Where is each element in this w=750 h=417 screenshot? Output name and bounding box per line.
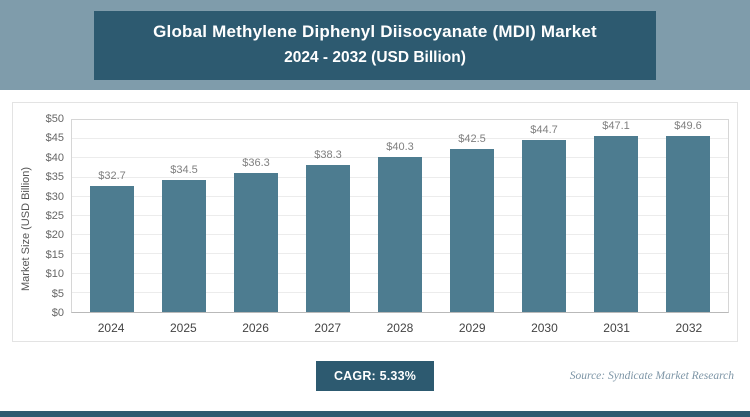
x-tick-label: 2031 <box>603 321 630 335</box>
bar-value-label: $32.7 <box>98 170 126 183</box>
bar-group: $36.3 <box>220 120 292 312</box>
bar-group: $40.3 <box>364 120 436 312</box>
y-axis-ticks: $0 $5 $10 $15 $20 $25 $30 $35 $40 $45 $50 <box>35 113 71 319</box>
bar-series: $32.7 $34.5 $36.3 $38.3 $40.3 $42.5 $44.7 $47.1… <box>72 120 728 312</box>
x-tick-label: 2032 <box>675 321 703 335</box>
chart-card: Market Size (USD Billion) $0 $5 $10 $15 $20 $… <box>12 102 738 342</box>
x-axis-ticks: 2024 2025 2026 2027 2028 2029 2030 2031 2032 <box>71 313 729 339</box>
bar-value-label: $40.3 <box>386 141 414 154</box>
y-tick-label: $25 <box>45 210 64 222</box>
cagr-badge: CAGR: 5.33% <box>315 360 435 391</box>
bar-group: $32.7 <box>76 120 148 312</box>
bar-value-label: $42.5 <box>458 132 486 145</box>
chart-title-line-2: 2024 - 2032 (USD Billion) <box>284 48 466 66</box>
y-tick-label: $45 <box>45 132 64 145</box>
y-tick-label: $0 <box>51 307 64 319</box>
bar <box>522 140 566 312</box>
x-tick-label: 2028 <box>386 321 414 335</box>
y-tick-label: $10 <box>45 268 64 281</box>
bar-group: $42.5 <box>436 120 508 312</box>
bar-value-label: $44.7 <box>530 124 558 137</box>
y-tick-label: $30 <box>45 190 64 203</box>
y-tick-label: $5 <box>51 287 64 300</box>
source-text: Source: Syndicate Market Research <box>569 369 734 382</box>
header-band: Global Methylene Diphenyl Diisocyanate (… <box>0 0 750 90</box>
y-tick-label: $50 <box>45 113 64 125</box>
x-tick-label: 2025 <box>169 321 197 335</box>
bar-value-label: $38.3 <box>314 148 342 161</box>
bar <box>594 136 638 312</box>
bar-group: $34.5 <box>148 120 220 312</box>
chart-title-box: Global Methylene Diphenyl Diisocyanate (… <box>94 10 656 80</box>
plot-area: $32.7 $34.5 $36.3 $38.3 $40.3 $42.5 $44.7 $47.1… <box>71 119 729 313</box>
bar <box>162 179 206 312</box>
bar-group: $44.7 <box>508 120 580 312</box>
footer: CAGR: 5.33% Source: Syndicate Market Res… <box>0 342 750 409</box>
chart-title-line-1: Global Methylene Diphenyl Diisocyanate (… <box>153 21 597 41</box>
gridline <box>72 138 728 140</box>
bar <box>306 164 350 312</box>
x-tick-label: 2024 <box>97 321 125 335</box>
bar <box>378 157 422 312</box>
y-axis-title: Market Size (USD Billion) <box>20 166 32 292</box>
chart-body: $0 $5 $10 $15 $20 $25 $30 $35 $40 $45 $50 $32.7 $34… <box>35 113 729 339</box>
bottom-accent-strip <box>0 411 750 417</box>
x-tick-label: 2029 <box>458 321 486 335</box>
bar-value-label: $36.3 <box>242 156 270 169</box>
bar-value-label: $49.6 <box>674 120 702 132</box>
y-tick-label: $35 <box>45 171 64 184</box>
bar <box>666 136 710 312</box>
bar <box>234 172 278 312</box>
x-tick-label: 2026 <box>242 321 269 335</box>
bar-value-label: $47.1 <box>602 120 630 132</box>
y-tick-label: $20 <box>45 229 64 242</box>
bar-value-label: $34.5 <box>170 163 198 176</box>
bar-group: $38.3 <box>292 120 364 312</box>
x-tick-label: 2027 <box>314 321 342 335</box>
bar <box>90 186 134 312</box>
bar-group: $49.6 <box>652 120 724 312</box>
y-tick-label: $40 <box>45 151 64 164</box>
x-tick-label: 2030 <box>531 321 558 335</box>
y-tick-label: $15 <box>45 248 64 261</box>
bar <box>450 148 494 312</box>
bar-group: $47.1 <box>580 120 652 312</box>
